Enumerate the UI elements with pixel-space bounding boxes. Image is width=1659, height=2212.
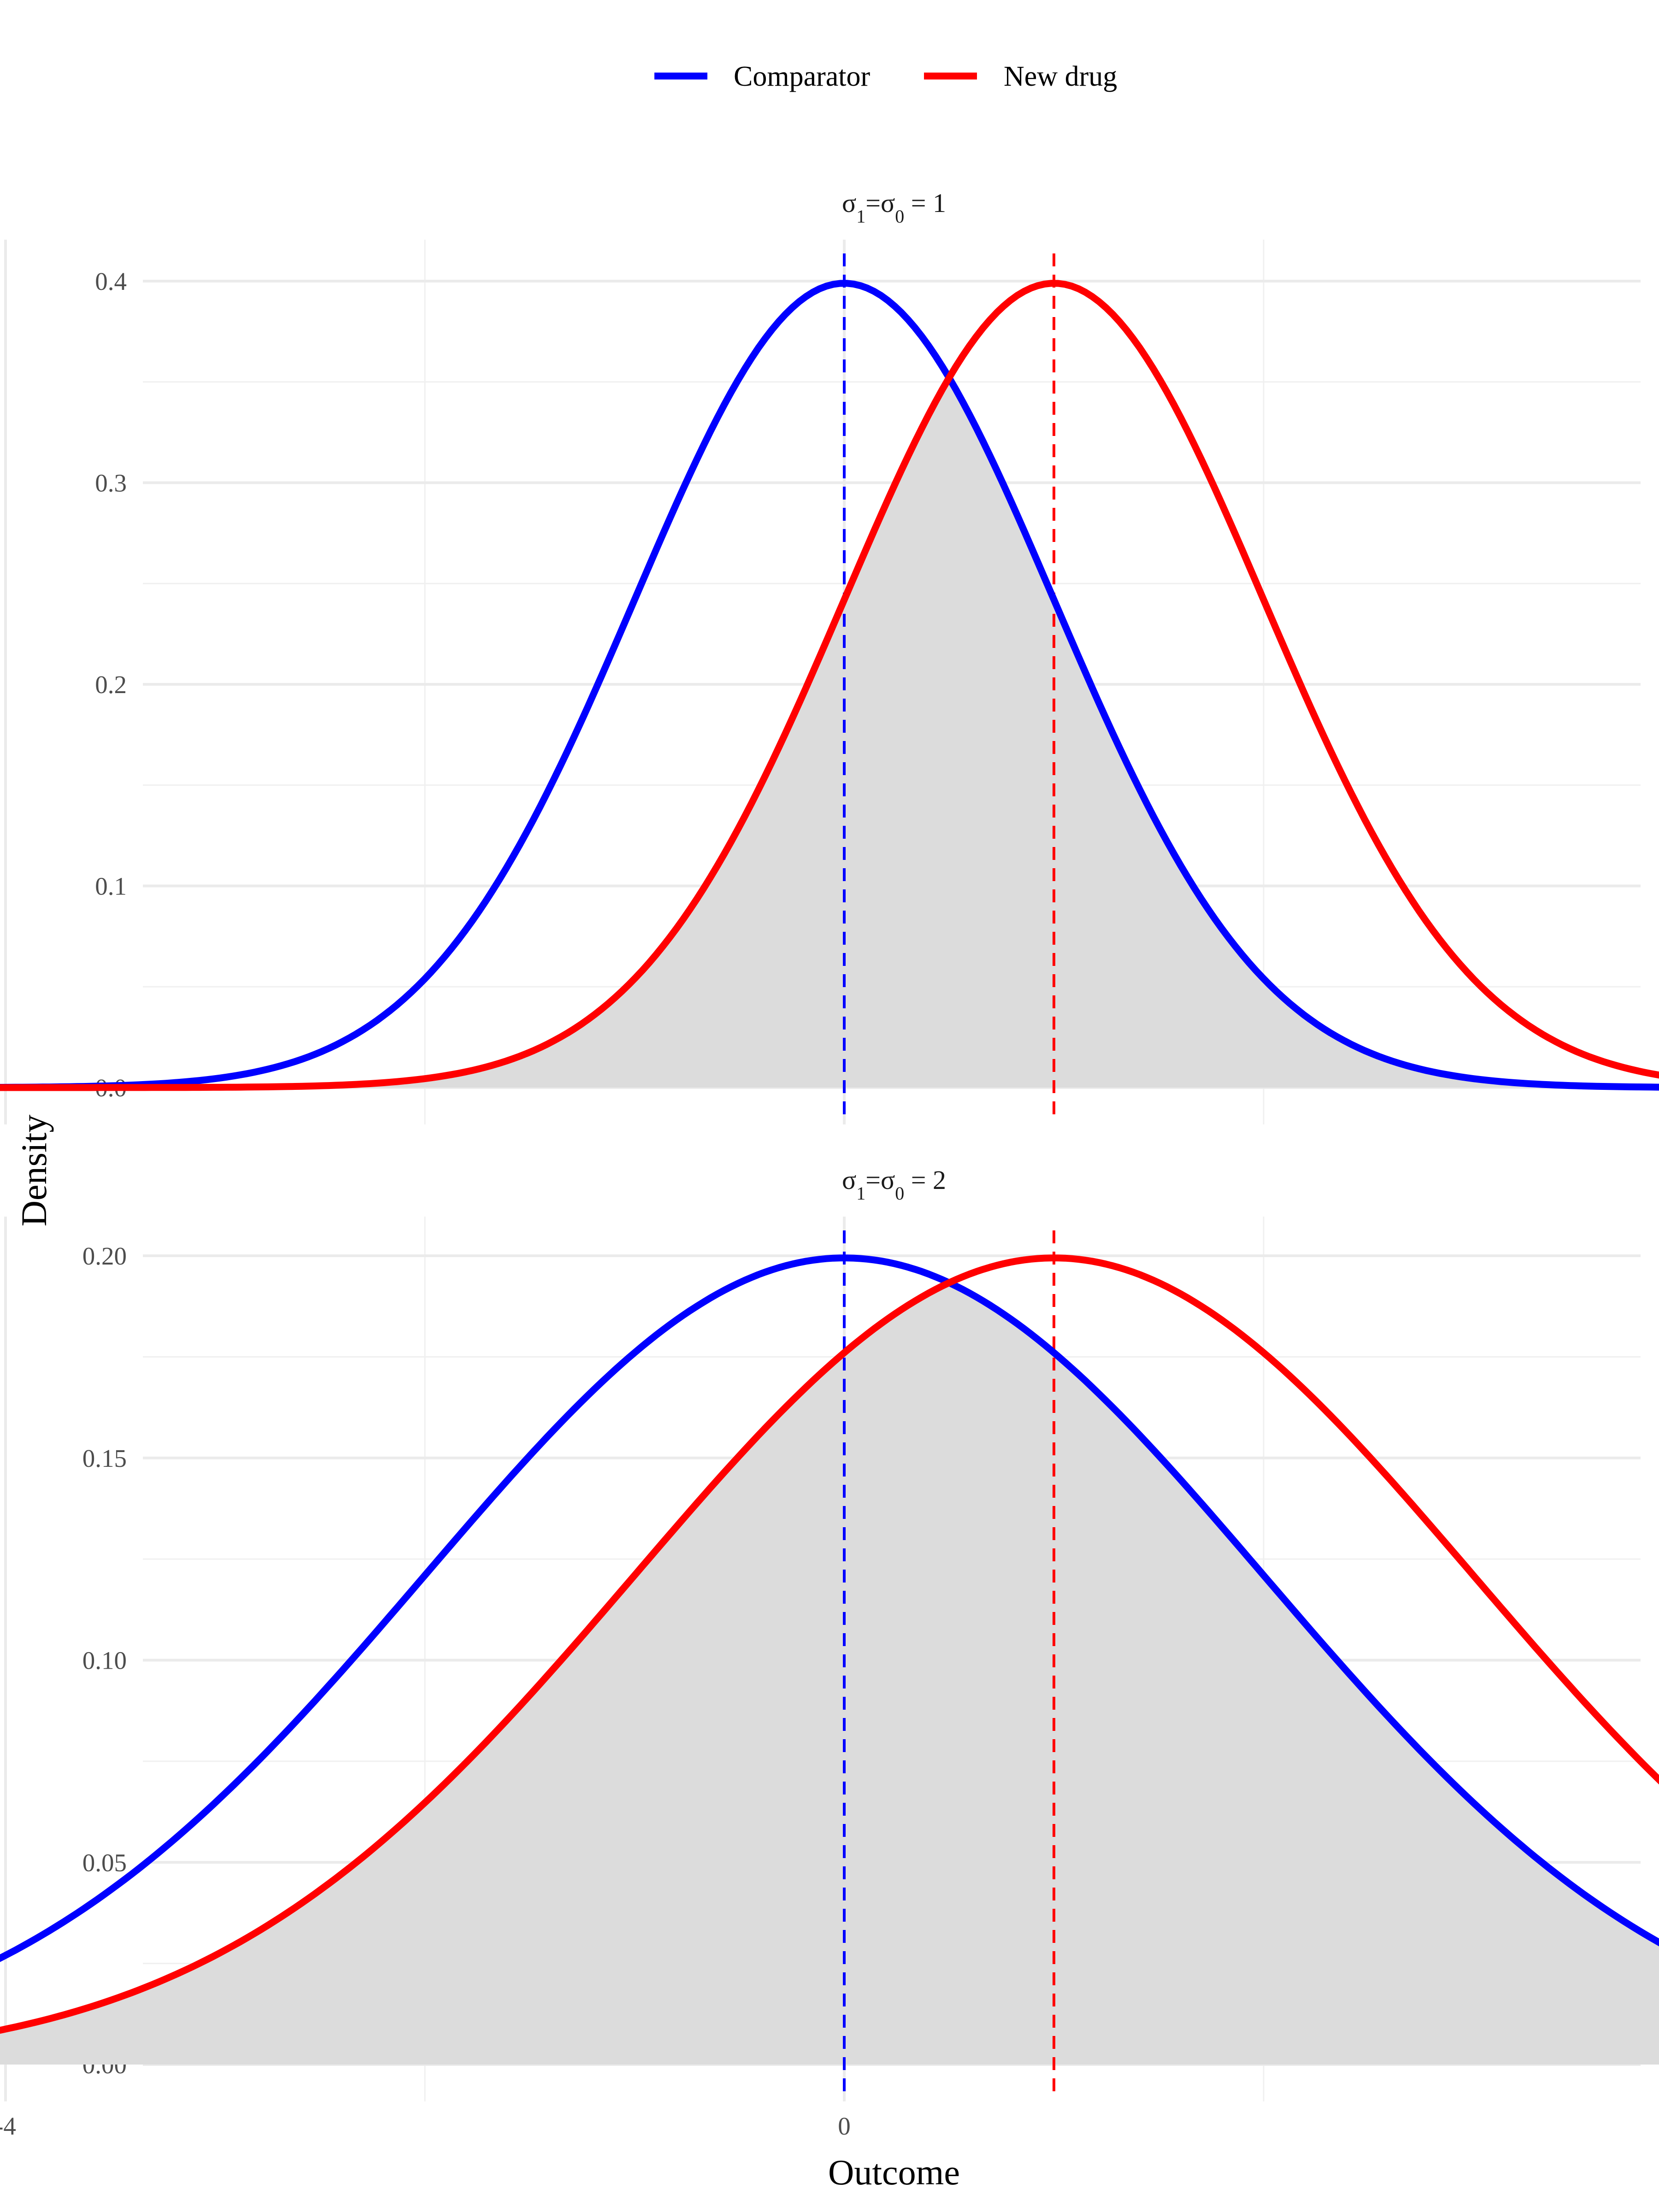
x-tick-label: -4: [0, 2112, 16, 2140]
y-axis-title: Density: [14, 1115, 54, 1227]
y-tick-label: 0.15: [82, 1444, 127, 1472]
panel-title-part: = 2: [904, 1165, 946, 1195]
y-tick-label: 0.20: [82, 1242, 127, 1270]
panel-title-subscript: 1: [856, 1183, 865, 1204]
legend-label-comparator: Comparator: [734, 61, 870, 92]
panel-2: σ1=σ0 = 20.000.050.100.150.20: [0, 1165, 1659, 2101]
panel-title: σ1=σ0 = 2: [842, 1165, 946, 1204]
legend-label-new-drug: New drug: [1004, 61, 1117, 92]
y-tick-label: 0.10: [82, 1647, 127, 1675]
legend: Comparator New drug: [654, 61, 1117, 92]
panel-title-part: =: [865, 188, 881, 218]
overlap-area: [0, 377, 1659, 1088]
y-tick-label: 0.3: [95, 469, 127, 497]
series-line-new-drug: [0, 280, 1659, 1091]
panels: σ1=σ0 = 10.00.10.20.30.4σ1=σ0 = 20.000.0…: [0, 188, 1659, 2140]
panel-1: σ1=σ0 = 10.00.10.20.30.4: [0, 188, 1659, 1124]
panel-title-part: =: [865, 1165, 881, 1195]
overlap-area: [0, 1282, 1659, 2065]
panel-title-part: σ: [881, 188, 895, 218]
y-tick-label: 0.05: [82, 1848, 127, 1877]
panel-title-part: σ: [842, 188, 856, 218]
x-tick-label: 0: [838, 2112, 851, 2140]
y-tick-label: 0.1: [95, 872, 127, 900]
panel-title-part: σ: [842, 1165, 856, 1195]
panel-title-subscript: 1: [856, 206, 865, 227]
panel-title-part: σ: [881, 1165, 895, 1195]
panel-title-subscript: 0: [895, 206, 904, 227]
panel-title-subscript: 0: [895, 1183, 904, 1204]
y-tick-label: 0.2: [95, 671, 127, 699]
y-tick-label: 0.4: [95, 267, 127, 295]
panel-title-part: = 1: [904, 188, 946, 218]
panel-title: σ1=σ0 = 1: [842, 188, 946, 227]
series-line-new-drug: [0, 1254, 1659, 2034]
x-axis-title: Outcome: [828, 2152, 960, 2192]
